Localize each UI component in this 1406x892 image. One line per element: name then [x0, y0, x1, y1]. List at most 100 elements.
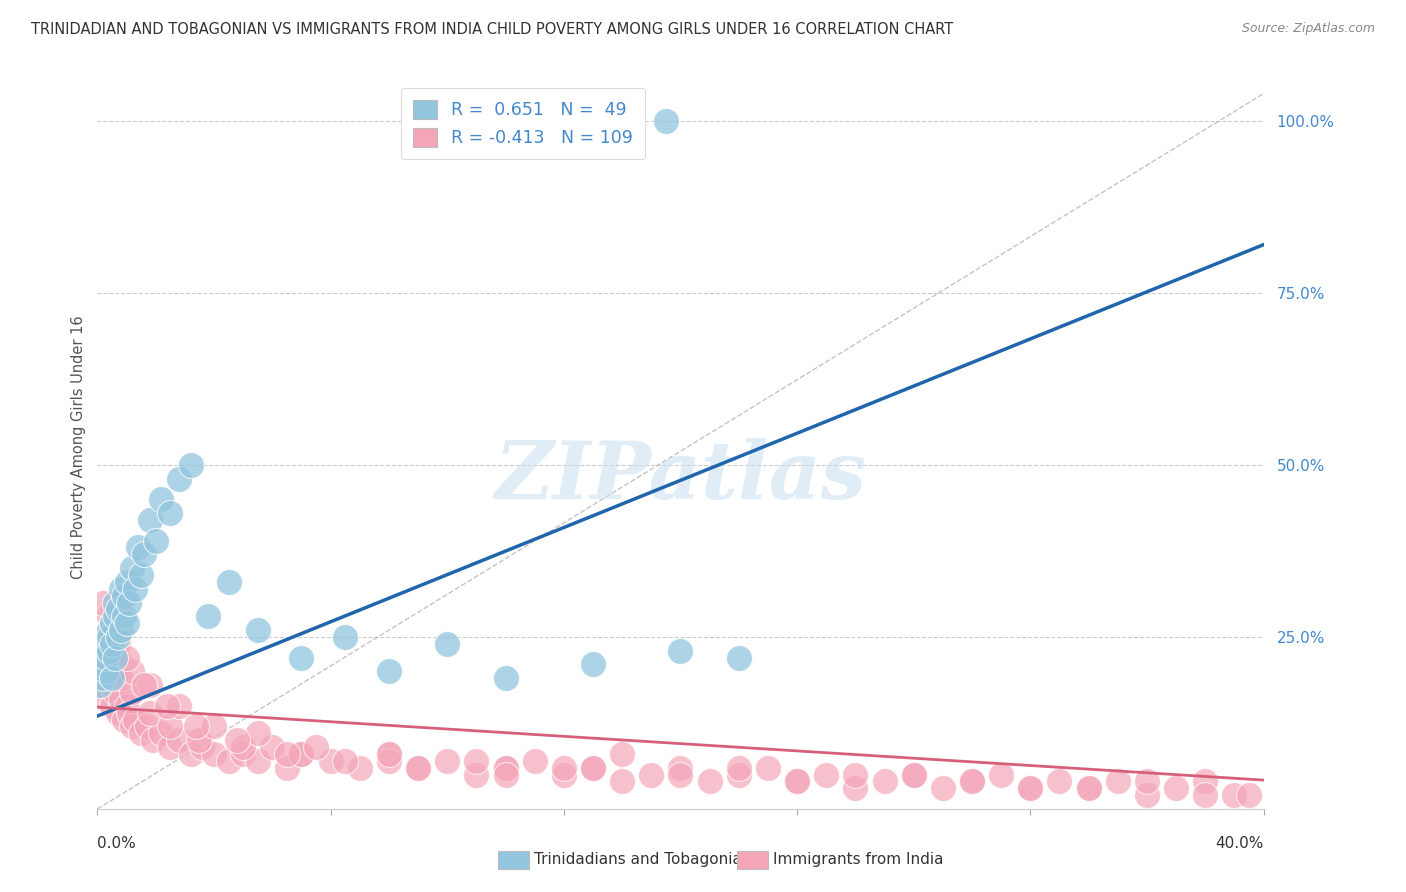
Point: [124, 582, 146, 596]
Point: [121, 685, 143, 699]
Point: [101, 650, 124, 665]
Point: [495, 761, 517, 775]
Point: [246, 754, 269, 768]
Text: Immigrants from India: Immigrants from India: [773, 853, 943, 867]
Point: [107, 706, 129, 720]
Point: [523, 754, 546, 768]
Point: [669, 767, 692, 781]
Text: 0.0%: 0.0%: [97, 836, 136, 851]
Point: [94, 657, 117, 672]
Point: [167, 472, 190, 486]
Point: [107, 671, 129, 685]
Point: [121, 665, 143, 679]
Point: [98, 630, 121, 644]
Point: [91, 595, 114, 609]
Point: [156, 698, 179, 713]
Point: [112, 589, 135, 603]
Point: [101, 637, 124, 651]
Point: [115, 698, 138, 713]
Point: [349, 761, 371, 775]
Point: [101, 671, 124, 685]
Point: [1164, 781, 1187, 796]
Point: [610, 774, 633, 789]
Point: [124, 713, 146, 727]
Text: Trinidadians and Tobagonians: Trinidadians and Tobagonians: [534, 853, 759, 867]
Point: [436, 637, 458, 651]
Point: [786, 774, 808, 789]
Point: [104, 595, 127, 609]
Point: [132, 678, 155, 692]
Point: [319, 754, 342, 768]
Point: [669, 643, 692, 657]
Point: [127, 541, 149, 555]
Point: [202, 719, 225, 733]
Point: [115, 650, 138, 665]
Y-axis label: Child Poverty Among Girls Under 16: Child Poverty Among Girls Under 16: [72, 316, 86, 580]
Point: [129, 568, 152, 582]
Point: [333, 754, 356, 768]
Point: [104, 685, 127, 699]
Point: [553, 767, 575, 781]
Point: [110, 692, 132, 706]
Point: [815, 767, 838, 781]
Point: [582, 657, 605, 672]
Point: [276, 761, 298, 775]
Point: [305, 740, 328, 755]
Point: [180, 747, 202, 761]
Point: [191, 740, 214, 755]
Point: [669, 761, 692, 775]
Point: [960, 774, 983, 789]
Point: [378, 665, 401, 679]
Point: [94, 665, 117, 679]
Point: [94, 692, 117, 706]
Point: [94, 650, 117, 665]
Point: [91, 671, 114, 685]
Point: [94, 630, 117, 644]
Point: [104, 623, 127, 637]
Point: [139, 513, 162, 527]
Point: [159, 740, 181, 755]
Point: [232, 747, 254, 761]
Point: [107, 630, 129, 644]
Point: [1136, 789, 1159, 803]
Point: [290, 650, 312, 665]
Text: ZIPatlas: ZIPatlas: [495, 438, 866, 516]
Point: [903, 767, 925, 781]
Point: [101, 616, 124, 631]
Point: [290, 747, 312, 761]
Point: [101, 665, 124, 679]
Point: [107, 637, 129, 651]
Point: [378, 747, 401, 761]
Point: [262, 740, 284, 755]
Point: [142, 733, 165, 747]
Text: 40.0%: 40.0%: [1215, 836, 1264, 851]
Point: [101, 698, 124, 713]
Point: [655, 113, 678, 128]
Point: [112, 609, 135, 624]
Point: [91, 637, 114, 651]
Point: [844, 781, 866, 796]
Point: [990, 767, 1012, 781]
Point: [610, 747, 633, 761]
Point: [118, 706, 141, 720]
Point: [333, 630, 356, 644]
Point: [232, 740, 254, 755]
Text: TRINIDADIAN AND TOBAGONIAN VS IMMIGRANTS FROM INDIA CHILD POVERTY AMONG GIRLS UN: TRINIDADIAN AND TOBAGONIAN VS IMMIGRANTS…: [31, 22, 953, 37]
Point: [150, 726, 173, 740]
Point: [129, 726, 152, 740]
Point: [1077, 781, 1099, 796]
Point: [145, 533, 167, 548]
Point: [406, 761, 429, 775]
Point: [110, 657, 132, 672]
Point: [98, 609, 121, 624]
Point: [121, 719, 143, 733]
Point: [167, 733, 190, 747]
Point: [159, 506, 181, 520]
Point: [89, 650, 111, 665]
Point: [121, 561, 143, 575]
Point: [1077, 781, 1099, 796]
Point: [903, 767, 925, 781]
Point: [553, 761, 575, 775]
Point: [94, 637, 117, 651]
Point: [699, 774, 721, 789]
